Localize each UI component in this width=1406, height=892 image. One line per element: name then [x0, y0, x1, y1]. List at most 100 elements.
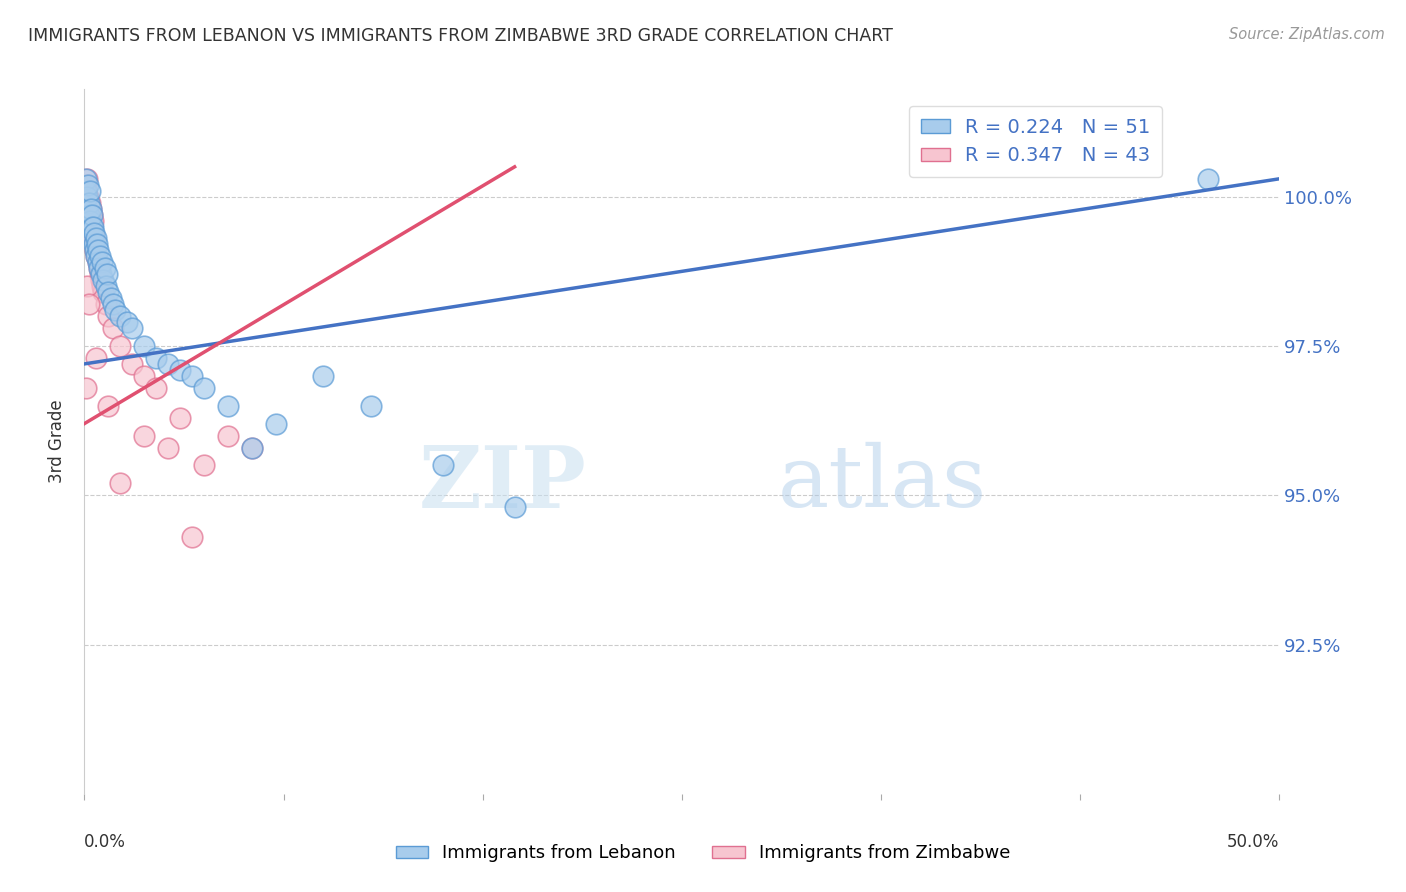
Point	[83, 237, 105, 252]
Point	[132, 339, 156, 353]
Point	[121, 357, 143, 371]
Legend: Immigrants from Lebanon, Immigrants from Zimbabwe: Immigrants from Lebanon, Immigrants from…	[388, 838, 1018, 870]
Text: IMMIGRANTS FROM LEBANON VS IMMIGRANTS FROM ZIMBABWE 3RD GRADE CORRELATION CHART: IMMIGRANTS FROM LEBANON VS IMMIGRANTS FR…	[28, 27, 893, 45]
Point	[121, 321, 143, 335]
Point	[157, 357, 180, 371]
Point	[169, 363, 191, 377]
Point	[87, 244, 110, 258]
Point	[193, 458, 215, 473]
Point	[75, 184, 97, 198]
Point	[77, 208, 100, 222]
Point	[132, 428, 156, 442]
Point	[76, 279, 98, 293]
Text: ZIP: ZIP	[419, 442, 586, 525]
Point	[181, 530, 204, 544]
Point	[110, 476, 132, 491]
Point	[76, 190, 98, 204]
Point	[312, 368, 335, 383]
Point	[87, 261, 110, 276]
Point	[80, 208, 103, 222]
Point	[110, 309, 132, 323]
Point	[82, 219, 104, 234]
Point	[90, 273, 112, 287]
Point	[84, 244, 107, 258]
Point	[93, 285, 115, 300]
Point	[89, 268, 111, 282]
Point	[193, 381, 215, 395]
Point	[93, 273, 115, 287]
Text: 50.0%: 50.0%	[1227, 832, 1279, 851]
Point	[101, 321, 124, 335]
Point	[94, 297, 117, 311]
Point	[104, 303, 127, 318]
Point	[77, 297, 100, 311]
Point	[76, 171, 98, 186]
Point	[181, 368, 204, 383]
Point	[75, 184, 97, 198]
Point	[240, 441, 263, 455]
Point	[117, 315, 139, 329]
Point	[145, 381, 167, 395]
Point	[87, 261, 110, 276]
Point	[80, 202, 103, 216]
Point	[217, 428, 239, 442]
Point	[97, 309, 120, 323]
Point	[77, 208, 100, 222]
Point	[83, 226, 105, 240]
Point	[82, 231, 104, 245]
Point	[83, 231, 105, 245]
Point	[79, 213, 101, 227]
Point	[75, 171, 97, 186]
Point	[503, 500, 526, 515]
Point	[82, 226, 104, 240]
Point	[93, 261, 115, 276]
Point	[264, 417, 287, 431]
Point	[132, 368, 156, 383]
Point	[100, 291, 122, 305]
Point	[79, 195, 101, 210]
Point	[432, 458, 454, 473]
Point	[75, 178, 97, 192]
Legend: R = 0.224   N = 51, R = 0.347   N = 43: R = 0.224 N = 51, R = 0.347 N = 43	[908, 106, 1163, 177]
Y-axis label: 3rd Grade: 3rd Grade	[48, 400, 66, 483]
Point	[97, 399, 120, 413]
Point	[77, 190, 100, 204]
Point	[240, 441, 263, 455]
Point	[1197, 171, 1219, 186]
Point	[94, 279, 117, 293]
Point	[82, 213, 104, 227]
Point	[80, 202, 103, 216]
Point	[91, 255, 114, 269]
Point	[97, 285, 120, 300]
Point	[90, 268, 112, 282]
Text: 0.0%: 0.0%	[84, 832, 127, 851]
Point	[79, 213, 101, 227]
Point	[157, 441, 180, 455]
Point	[80, 208, 103, 222]
Point	[86, 255, 108, 269]
Point	[86, 237, 108, 252]
Point	[84, 231, 107, 245]
Point	[84, 244, 107, 258]
Point	[77, 202, 100, 216]
Point	[169, 410, 191, 425]
Point	[86, 249, 108, 263]
Point	[101, 297, 124, 311]
Point	[91, 279, 114, 293]
Text: Source: ZipAtlas.com: Source: ZipAtlas.com	[1229, 27, 1385, 42]
Point	[86, 255, 108, 269]
Point	[77, 195, 100, 210]
Point	[77, 178, 100, 192]
Point	[86, 351, 108, 365]
Point	[96, 268, 118, 282]
Point	[80, 219, 103, 234]
Point	[76, 202, 98, 216]
Point	[145, 351, 167, 365]
Point	[76, 195, 98, 210]
Point	[89, 249, 111, 263]
Text: atlas: atlas	[778, 442, 987, 525]
Point	[110, 339, 132, 353]
Point	[75, 381, 97, 395]
Point	[80, 219, 103, 234]
Point	[79, 184, 101, 198]
